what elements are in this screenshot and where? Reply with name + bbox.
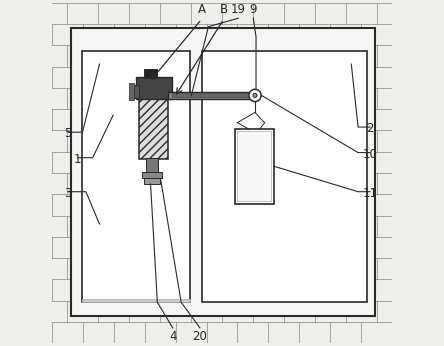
Text: 3: 3 <box>64 187 72 200</box>
Bar <box>136 77 172 99</box>
Circle shape <box>253 93 257 98</box>
Bar <box>132 84 139 98</box>
Text: A: A <box>198 3 206 16</box>
Bar <box>172 93 247 98</box>
Text: 1: 1 <box>74 153 81 166</box>
Bar <box>83 51 190 302</box>
Text: 5: 5 <box>64 127 72 140</box>
Text: 19: 19 <box>231 3 246 16</box>
Text: 2: 2 <box>366 122 374 135</box>
Bar <box>83 299 190 302</box>
Bar <box>139 97 167 160</box>
Bar <box>168 92 254 99</box>
Bar <box>144 178 160 184</box>
Bar <box>237 131 271 201</box>
Bar <box>234 129 274 204</box>
Text: 10: 10 <box>363 148 377 161</box>
Bar <box>146 158 158 173</box>
Text: B: B <box>220 3 228 16</box>
Bar <box>202 51 367 302</box>
Bar <box>142 172 162 178</box>
Text: 20: 20 <box>192 330 207 343</box>
Bar <box>144 69 157 78</box>
Text: 4: 4 <box>169 330 176 343</box>
Text: 9: 9 <box>250 3 257 16</box>
Text: 11: 11 <box>362 187 377 200</box>
Bar <box>71 28 375 316</box>
Circle shape <box>249 89 261 101</box>
Bar <box>130 83 134 100</box>
